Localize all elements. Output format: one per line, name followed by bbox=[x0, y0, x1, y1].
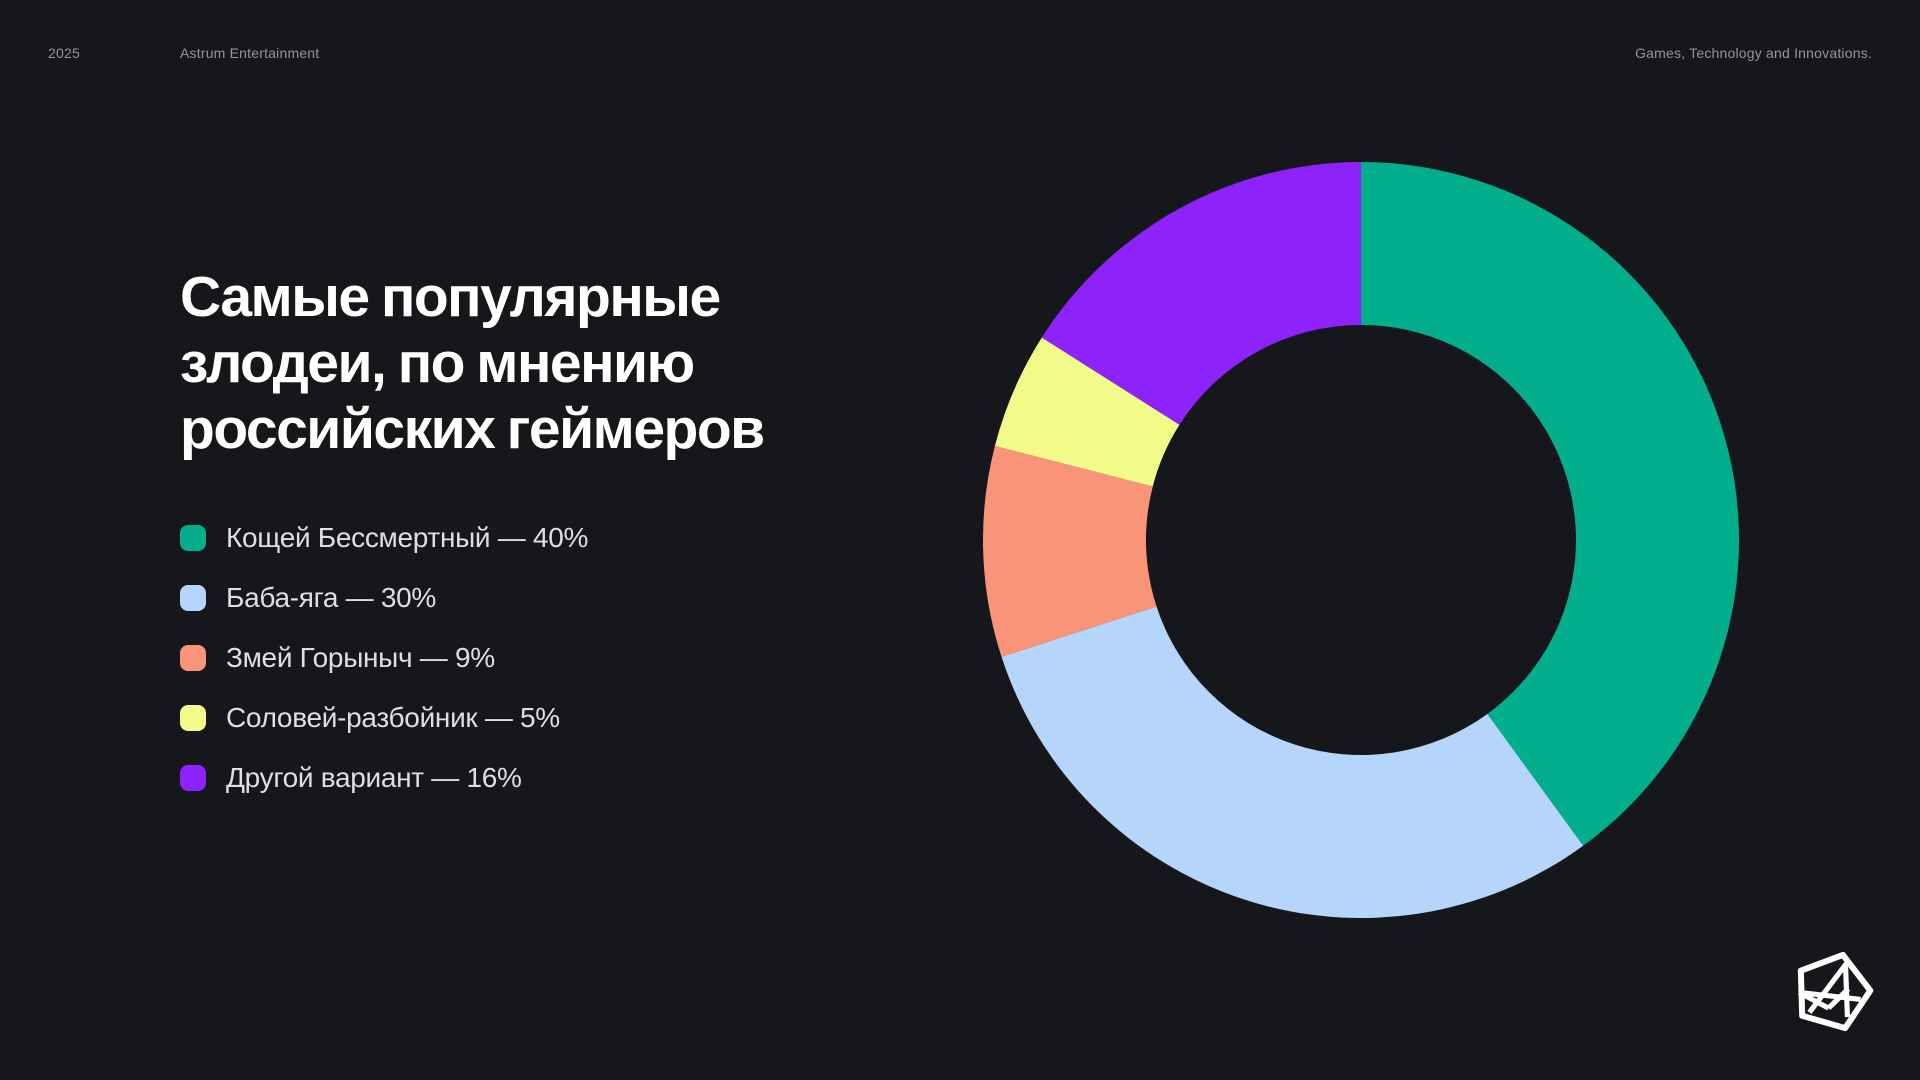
donut-segment-Другой вариант bbox=[1041, 162, 1361, 425]
legend-label: Змей Горыныч — 9% bbox=[226, 642, 495, 673]
legend-label: Соловей-разбойник — 5% bbox=[226, 702, 560, 733]
title-line-3: российских геймеров bbox=[180, 397, 765, 461]
legend-item: Змей Горыныч — 9% bbox=[180, 642, 588, 673]
legend-item: Соловей-разбойник — 5% bbox=[180, 702, 588, 733]
legend-item: Баба-яга — 30% bbox=[180, 582, 588, 613]
donut-segment-Соловей-разбойник bbox=[994, 337, 1180, 487]
page-title: Самые популярные злодеи, по мнению росси… bbox=[180, 264, 765, 462]
header-tagline: Games, Technology and Innovations. bbox=[1635, 45, 1872, 61]
chart-legend: Кощей Бессмертный — 40% Баба-яга — 30% З… bbox=[180, 522, 589, 793]
legend-label: Кощей Бессмертный — 40% bbox=[226, 522, 589, 553]
title-line-2: злодеи, по мнению bbox=[180, 331, 695, 395]
legend-item: Кощей Бессмертный — 40% bbox=[180, 522, 589, 553]
legend-item: Другой вариант — 16% bbox=[180, 762, 588, 793]
title-line-1: Самые популярные bbox=[180, 265, 721, 329]
header-company: Astrum Entertainment bbox=[180, 45, 320, 61]
legend-swatch-other bbox=[180, 765, 206, 791]
donut-segment-Змей Горыныч bbox=[983, 446, 1157, 657]
legend-label: Баба-яга — 30% bbox=[226, 582, 436, 613]
donut-segment-Кощей Бессмертный bbox=[1361, 162, 1739, 846]
logo-pentagon-outline bbox=[1797, 951, 1874, 1032]
logo-star-a-mark bbox=[1797, 957, 1861, 1018]
donut-chart bbox=[983, 162, 1739, 919]
legend-swatch-koschei bbox=[180, 525, 206, 551]
header-year: 2025 bbox=[48, 45, 80, 61]
legend-swatch-baba-yaga bbox=[180, 585, 206, 611]
donut-chart-svg bbox=[983, 162, 1739, 919]
legend-label: Другой вариант — 16% bbox=[226, 762, 522, 793]
legend-swatch-solovei-razboinik bbox=[180, 705, 206, 731]
donut-segment-Баба-яга bbox=[1001, 606, 1584, 919]
astrum-logo bbox=[1797, 951, 1874, 1032]
legend-swatch-zmei-gorynych bbox=[180, 645, 206, 671]
